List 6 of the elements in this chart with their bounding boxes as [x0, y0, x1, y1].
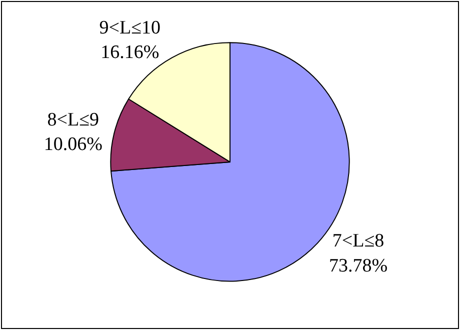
slice-label: 8<L≤9 — [47, 110, 100, 131]
slice-label: 9<L≤10 — [99, 17, 161, 38]
data-label: 10.06% — [44, 134, 103, 156]
data-label: 73.78% — [328, 255, 388, 276]
slice-label: 7<L≤8 — [332, 230, 384, 252]
data-label: 16.16% — [100, 42, 160, 64]
